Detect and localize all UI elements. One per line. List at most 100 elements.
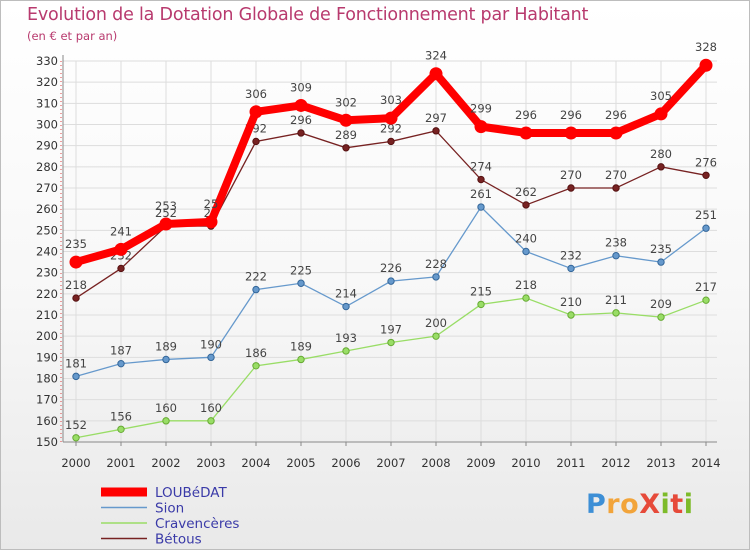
data-label: 186 [245, 346, 267, 360]
data-point [384, 111, 398, 125]
data-label: 235 [650, 242, 672, 256]
data-label: 215 [470, 284, 492, 298]
data-point [72, 434, 80, 442]
data-point [117, 425, 125, 433]
data-point [522, 294, 530, 302]
data-label: 240 [515, 232, 537, 246]
x-tick-label: 2014 [691, 456, 720, 470]
data-point [387, 277, 395, 285]
data-label: 211 [605, 293, 627, 307]
data-label: 324 [425, 49, 447, 63]
data-label: 189 [290, 339, 312, 353]
data-label: 302 [335, 95, 357, 109]
data-point [699, 58, 713, 72]
data-point [612, 184, 620, 192]
data-point [252, 362, 260, 370]
data-point [657, 313, 665, 321]
data-point [657, 258, 665, 266]
x-tick-label: 2001 [106, 456, 135, 470]
data-point [477, 175, 485, 184]
data-label: 210 [560, 295, 582, 309]
legend-label: LOUBéDAT [155, 485, 227, 501]
data-label: 152 [65, 418, 87, 432]
x-tick-label: 2012 [601, 456, 630, 470]
y-tick-label: 310 [36, 96, 58, 110]
x-tick-label: 2010 [511, 456, 540, 470]
data-label: 181 [65, 356, 87, 370]
data-point [387, 338, 395, 347]
data-label: 200 [425, 316, 447, 330]
y-tick-label: 250 [36, 223, 58, 237]
legend-label: Bétous [155, 532, 202, 548]
data-label: 238 [605, 236, 627, 250]
data-point [204, 215, 218, 229]
y-tick-label: 270 [36, 181, 58, 195]
data-point [567, 311, 575, 319]
data-label: 214 [335, 287, 357, 301]
data-label: 160 [155, 401, 177, 415]
y-tick-label: 240 [36, 245, 58, 259]
data-point [114, 242, 128, 256]
data-label: 156 [110, 409, 132, 423]
data-point [702, 296, 710, 304]
data-point [72, 372, 80, 381]
data-label: 303 [380, 93, 402, 107]
data-label: 187 [110, 344, 132, 358]
data-label: 228 [425, 257, 447, 271]
data-label: 218 [515, 278, 537, 292]
data-point [657, 163, 665, 171]
data-point [117, 359, 125, 368]
data-point [69, 255, 83, 269]
data-point [567, 264, 575, 273]
x-tick-label: 2002 [151, 456, 180, 470]
data-point [429, 67, 443, 81]
data-point [252, 137, 260, 146]
data-label: 25 [204, 197, 219, 211]
data-point [387, 137, 395, 146]
data-point [72, 294, 80, 302]
legend-label: Cravencères [155, 516, 239, 532]
data-label: 289 [335, 128, 357, 142]
data-label: 270 [605, 168, 627, 182]
y-tick-label: 290 [36, 139, 58, 153]
y-tick-label: 160 [36, 414, 58, 428]
y-tick-label: 220 [36, 287, 58, 301]
x-tick-label: 2003 [196, 456, 225, 470]
data-point [654, 107, 668, 121]
data-point [432, 127, 440, 135]
data-point [162, 417, 170, 425]
data-label: 190 [200, 337, 222, 351]
data-point [612, 252, 620, 260]
legend-label: Sion [155, 501, 184, 517]
data-label: 209 [650, 297, 672, 311]
data-label: 193 [335, 331, 357, 345]
data-label: 276 [695, 155, 717, 169]
data-point [342, 144, 350, 152]
data-point [564, 126, 578, 140]
data-label: 274 [470, 160, 492, 174]
data-label: 261 [470, 187, 492, 201]
data-label: 296 [515, 108, 537, 122]
data-label: 235 [65, 237, 87, 251]
data-point [477, 300, 485, 309]
data-point [342, 347, 350, 355]
x-tick-label: 2007 [376, 456, 405, 470]
data-point [477, 203, 485, 211]
data-label: 292 [380, 121, 402, 135]
data-label: 328 [695, 40, 717, 54]
data-label: 280 [650, 147, 672, 161]
data-point [522, 247, 530, 256]
data-point [567, 184, 575, 192]
data-point [432, 273, 440, 281]
data-point [159, 217, 173, 231]
y-tick-label: 180 [36, 372, 58, 386]
data-label: 299 [470, 102, 492, 116]
data-label: 296 [605, 108, 627, 122]
data-point [702, 224, 710, 232]
data-point [117, 264, 125, 273]
y-tick-label: 190 [36, 350, 58, 364]
x-tick-label: 2013 [646, 456, 675, 470]
y-tick-label: 200 [36, 329, 58, 343]
